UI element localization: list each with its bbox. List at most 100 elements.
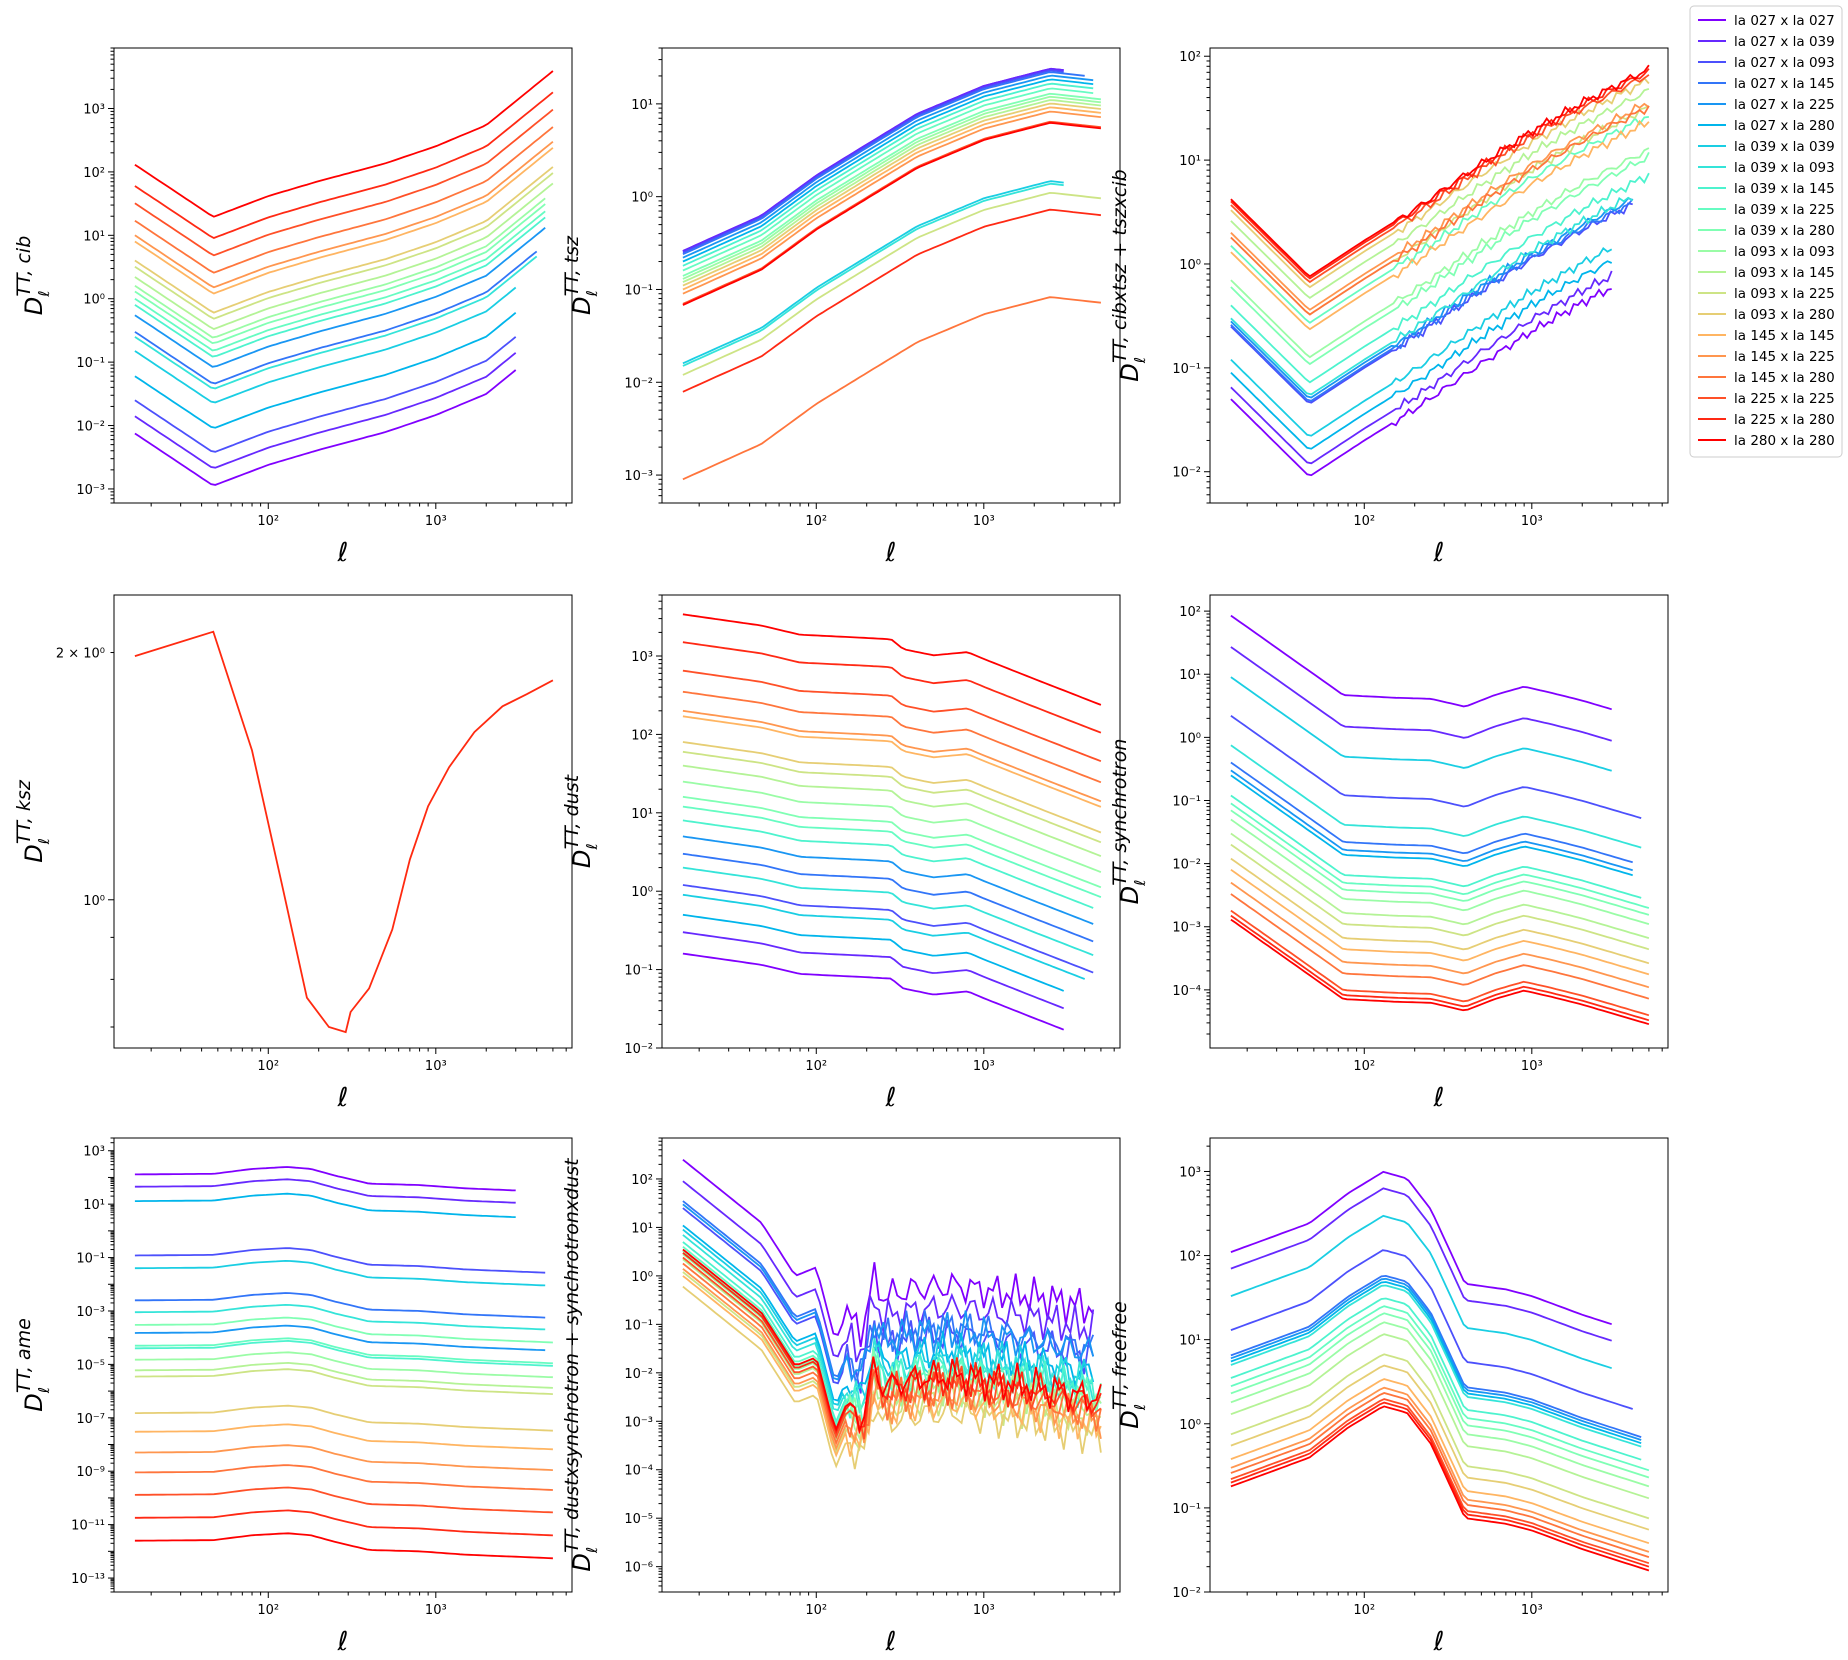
legend-label: la 145 x la 225 — [1734, 349, 1835, 365]
x-tick-label: 10² — [805, 514, 827, 529]
series-line — [134, 1259, 546, 1287]
y-label-sup: TT, dust — [561, 773, 583, 849]
x-tick-label: 10³ — [425, 1603, 447, 1618]
y-tick-label: 10⁻¹ — [1172, 1502, 1201, 1517]
series-line — [682, 74, 1094, 259]
series-line — [1230, 1401, 1650, 1568]
series-line — [134, 227, 546, 368]
series-line — [1230, 1405, 1650, 1572]
x-tick-label: 10³ — [1521, 1059, 1543, 1074]
x-tick-label: 10² — [805, 1059, 827, 1074]
y-label-main: D — [20, 844, 48, 862]
x-tick-label: 10² — [257, 1059, 279, 1074]
y-tick-label: 10¹ — [83, 229, 105, 244]
plot-frame — [113, 594, 573, 1049]
series-line — [682, 1248, 1102, 1435]
y-tick-label: 10⁻⁵ — [76, 1358, 105, 1373]
plot-frame — [661, 1137, 1121, 1593]
y-label-sup: TT, freefree — [1109, 1301, 1131, 1410]
legend-item: la 225 x la 280 — [1698, 412, 1835, 428]
plot-frame — [113, 1137, 573, 1593]
x-axis-label: ℓ — [1433, 1627, 1445, 1657]
series-line — [134, 70, 554, 218]
legend-item: la 145 x la 280 — [1698, 370, 1835, 386]
x-tick-label: 10² — [1353, 1059, 1375, 1074]
series-line — [1230, 246, 1613, 437]
series-line — [1230, 769, 1633, 872]
legend-item: la 093 x la 280 — [1698, 307, 1835, 323]
x-axis-label: ℓ — [885, 538, 897, 568]
y-tick-label: 10⁻² — [76, 420, 105, 435]
series-line — [1230, 761, 1633, 864]
y-tick-label: 10¹ — [1179, 668, 1201, 683]
series-line — [134, 1339, 553, 1367]
series-group — [682, 67, 1102, 481]
series-line — [1230, 1353, 1650, 1520]
y-label-sub: ℓ — [1131, 880, 1149, 887]
y-tick-label: 10⁻² — [624, 376, 653, 391]
series-line — [134, 1166, 516, 1192]
series-line — [1230, 1378, 1650, 1545]
series-line — [1230, 147, 1650, 359]
series-line — [682, 1258, 1102, 1442]
y-tick-label: 10⁻³ — [1172, 921, 1201, 936]
series-line — [682, 121, 1101, 306]
series-line — [1230, 802, 1650, 909]
x-tick-label: 10³ — [973, 1603, 995, 1618]
series-line — [1230, 1321, 1650, 1488]
y-tick-label: 10⁰ — [631, 1270, 653, 1285]
y-axis-label: DℓTT, freefree — [1109, 1301, 1149, 1428]
y-label-sub: ℓ — [583, 843, 601, 850]
legend-label: la 225 x la 225 — [1734, 391, 1835, 407]
series-group — [682, 1158, 1102, 1470]
x-axis-label: ℓ — [1433, 538, 1445, 568]
y-label-main: D — [1116, 1410, 1144, 1428]
legend-item: la 027 x la 027 — [1698, 13, 1835, 29]
y-axis-label: DℓTT, synchrotron — [1109, 739, 1149, 905]
series-line — [1230, 1305, 1650, 1472]
series-line — [1230, 914, 1650, 1022]
series-line — [682, 764, 1102, 857]
series-line — [134, 203, 546, 345]
legend-item: la 039 x la 039 — [1698, 139, 1835, 155]
series-line — [682, 71, 1085, 256]
legend-item: la 145 x la 145 — [1698, 328, 1835, 344]
legend-label: la 039 x la 225 — [1734, 202, 1835, 218]
y-label-sub: ℓ — [583, 1547, 601, 1554]
series-line — [682, 1275, 1102, 1458]
series-line — [682, 110, 1101, 295]
y-tick-label: 2 × 10⁰ — [56, 647, 105, 662]
series-line — [1230, 260, 1613, 450]
y-tick-label: 10⁻¹ — [624, 964, 653, 979]
series-line — [682, 866, 1094, 957]
series-line — [682, 952, 1065, 1031]
series-line — [682, 715, 1102, 808]
series-line — [682, 913, 1065, 992]
series-line — [1230, 1187, 1612, 1342]
series-line — [134, 1337, 553, 1365]
series-line — [1230, 1284, 1642, 1448]
series-line — [1230, 918, 1650, 1026]
series-line — [1230, 881, 1650, 989]
legend-label: la 093 x la 280 — [1734, 307, 1835, 323]
series-line — [682, 805, 1102, 898]
series-group — [1230, 64, 1650, 477]
series-line — [1230, 1333, 1650, 1500]
series-line — [682, 852, 1094, 943]
y-tick-label: 10⁻² — [1172, 466, 1201, 481]
x-tick-label: 10² — [257, 1603, 279, 1618]
y-tick-label: 10⁻² — [1172, 1586, 1201, 1601]
y-tick-label: 10⁻⁵ — [624, 1512, 653, 1527]
y-axis-label: DℓTT, dustxsynchrotron + synchrotronxdus… — [561, 1157, 601, 1572]
series-line — [1230, 1274, 1642, 1438]
x-tick-label: 10² — [805, 1603, 827, 1618]
series-line — [682, 95, 1101, 280]
y-tick-label: 10⁰ — [1179, 1418, 1201, 1433]
y-tick-label: 10⁻¹ — [624, 283, 653, 298]
series-line — [1230, 74, 1650, 284]
series-line — [682, 120, 1101, 305]
series-line — [134, 1464, 553, 1491]
